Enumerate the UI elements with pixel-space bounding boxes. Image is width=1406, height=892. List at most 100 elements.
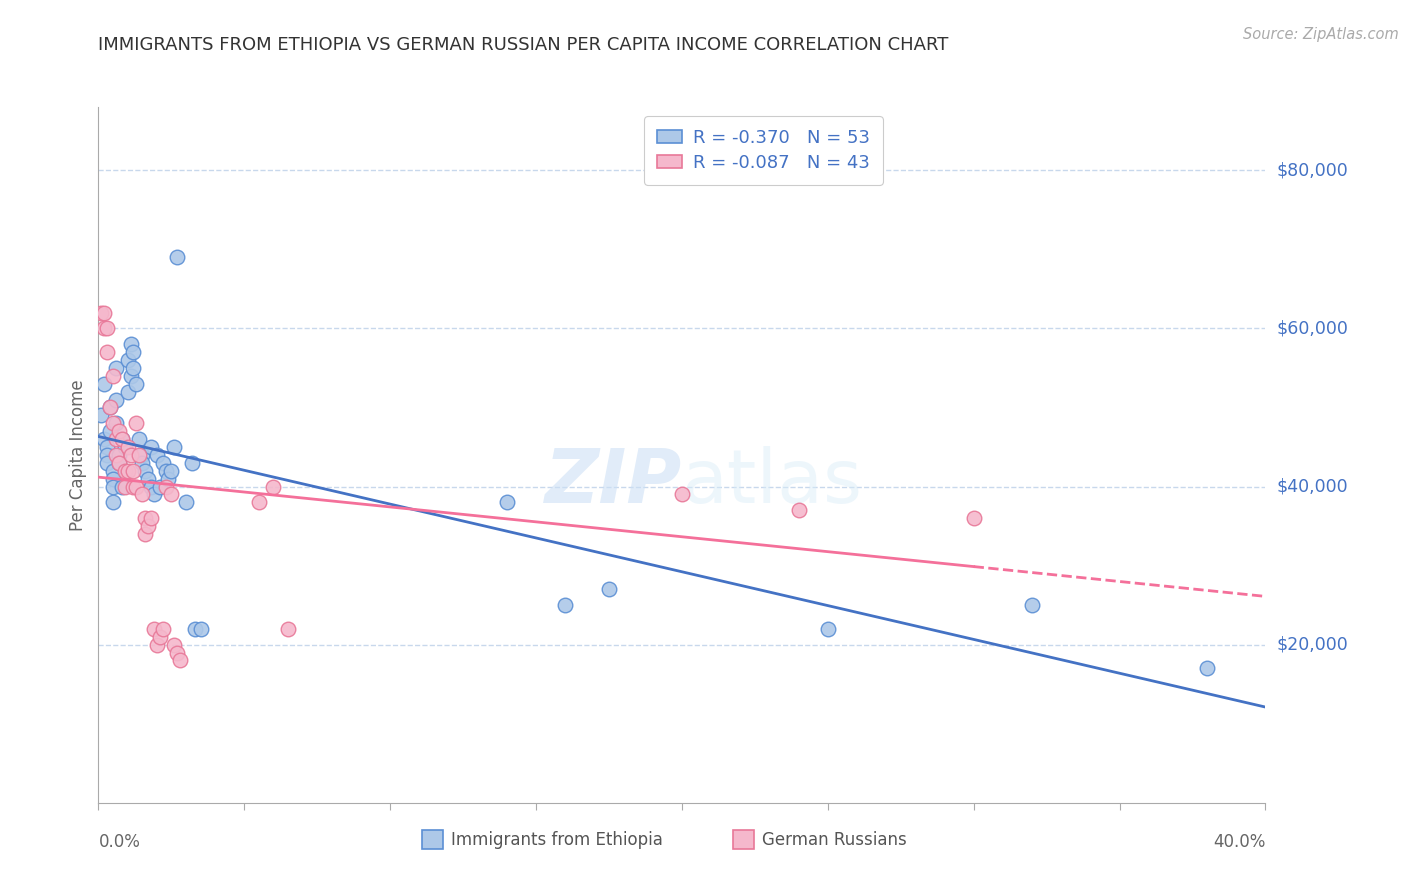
Point bbox=[131, 456, 153, 470]
Point bbox=[183, 622, 205, 636]
Point bbox=[117, 384, 139, 399]
Point bbox=[114, 440, 136, 454]
Point bbox=[101, 417, 124, 431]
Point bbox=[136, 472, 159, 486]
Point bbox=[120, 337, 142, 351]
Point bbox=[117, 353, 139, 368]
Point bbox=[93, 305, 115, 319]
Point bbox=[111, 432, 134, 446]
Text: Source: ZipAtlas.com: Source: ZipAtlas.com bbox=[1243, 27, 1399, 42]
Point bbox=[155, 479, 177, 493]
Point bbox=[96, 448, 118, 462]
Point bbox=[671, 487, 693, 501]
Point bbox=[96, 321, 118, 335]
Point bbox=[96, 456, 118, 470]
Point bbox=[101, 472, 124, 486]
Point bbox=[114, 464, 136, 478]
Point bbox=[104, 432, 127, 446]
Point bbox=[262, 479, 284, 493]
Point bbox=[90, 305, 112, 319]
Point bbox=[146, 448, 169, 462]
Point bbox=[122, 479, 145, 493]
Point bbox=[98, 401, 121, 415]
Point bbox=[174, 495, 197, 509]
Point bbox=[139, 511, 162, 525]
Point bbox=[169, 653, 191, 667]
Point bbox=[93, 376, 115, 391]
Point bbox=[111, 432, 134, 446]
Point bbox=[122, 361, 145, 376]
Legend: R = -0.370   N = 53, R = -0.087   N = 43: R = -0.370 N = 53, R = -0.087 N = 43 bbox=[644, 116, 883, 185]
Text: Immigrants from Ethiopia: Immigrants from Ethiopia bbox=[451, 831, 664, 849]
Point bbox=[146, 638, 169, 652]
Point bbox=[598, 582, 620, 597]
Point bbox=[128, 432, 150, 446]
Point bbox=[111, 479, 134, 493]
Point bbox=[136, 519, 159, 533]
Point bbox=[190, 622, 212, 636]
Point bbox=[554, 598, 576, 612]
Point bbox=[101, 495, 124, 509]
Point bbox=[120, 448, 142, 462]
Point bbox=[131, 487, 153, 501]
Point bbox=[108, 456, 131, 470]
Point bbox=[98, 401, 121, 415]
Text: $80,000: $80,000 bbox=[1277, 161, 1348, 179]
Point bbox=[101, 479, 124, 493]
Point bbox=[104, 361, 127, 376]
Text: German Russians: German Russians bbox=[762, 831, 907, 849]
Point bbox=[142, 622, 165, 636]
Point bbox=[117, 440, 139, 454]
Text: IMMIGRANTS FROM ETHIOPIA VS GERMAN RUSSIAN PER CAPITA INCOME CORRELATION CHART: IMMIGRANTS FROM ETHIOPIA VS GERMAN RUSSI… bbox=[98, 36, 949, 54]
Text: 0.0%: 0.0% bbox=[98, 833, 141, 851]
Point bbox=[104, 417, 127, 431]
Point bbox=[128, 448, 150, 462]
Point bbox=[93, 321, 115, 335]
Point bbox=[101, 464, 124, 478]
Point bbox=[139, 479, 162, 493]
Point bbox=[152, 456, 174, 470]
Text: $60,000: $60,000 bbox=[1277, 319, 1348, 337]
Point bbox=[495, 495, 517, 509]
Point bbox=[125, 417, 148, 431]
Point bbox=[160, 464, 183, 478]
Point bbox=[152, 622, 174, 636]
Point bbox=[1021, 598, 1043, 612]
Point bbox=[104, 448, 127, 462]
Point bbox=[149, 630, 172, 644]
Point bbox=[157, 472, 180, 486]
Point bbox=[160, 487, 183, 501]
Point bbox=[134, 464, 156, 478]
Point bbox=[962, 511, 984, 525]
Point bbox=[155, 464, 177, 478]
Point bbox=[180, 456, 202, 470]
Point bbox=[163, 638, 186, 652]
Point bbox=[108, 456, 131, 470]
Point bbox=[131, 448, 153, 462]
Point bbox=[108, 424, 131, 438]
Point bbox=[134, 511, 156, 525]
Point bbox=[163, 440, 186, 454]
Point bbox=[142, 487, 165, 501]
Point bbox=[93, 432, 115, 446]
Text: $20,000: $20,000 bbox=[1277, 636, 1348, 654]
Point bbox=[166, 250, 188, 264]
Point bbox=[104, 392, 127, 407]
Point bbox=[125, 376, 148, 391]
Point bbox=[134, 527, 156, 541]
Text: ZIP: ZIP bbox=[544, 446, 682, 519]
Point bbox=[117, 464, 139, 478]
Point bbox=[108, 448, 131, 462]
Text: 40.0%: 40.0% bbox=[1213, 833, 1265, 851]
Point bbox=[277, 622, 299, 636]
Point bbox=[122, 345, 145, 359]
Point bbox=[817, 622, 839, 636]
Point bbox=[114, 479, 136, 493]
Text: $40,000: $40,000 bbox=[1277, 477, 1348, 496]
Point bbox=[1195, 661, 1218, 675]
Point bbox=[166, 646, 188, 660]
Point bbox=[787, 503, 810, 517]
Point bbox=[96, 440, 118, 454]
Point bbox=[98, 424, 121, 438]
Y-axis label: Per Capita Income: Per Capita Income bbox=[69, 379, 87, 531]
